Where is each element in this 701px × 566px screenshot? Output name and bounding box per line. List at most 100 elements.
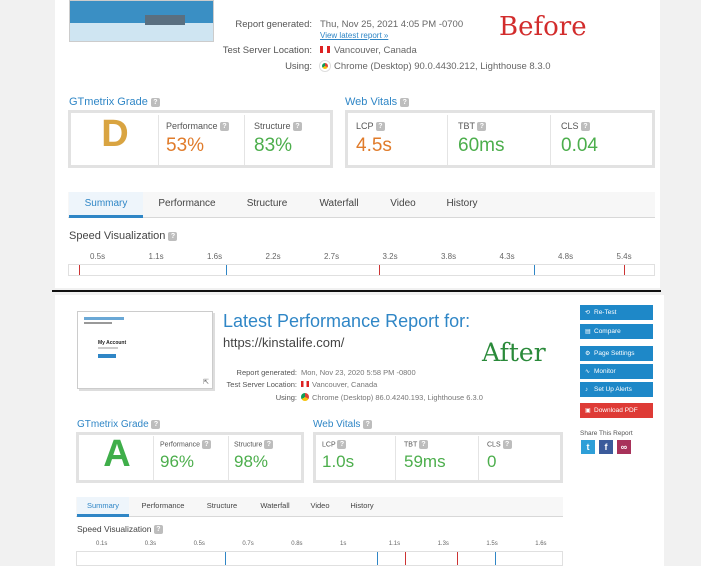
- section-divider: [52, 290, 661, 292]
- setup-alerts-button[interactable]: ♪ Set Up Alerts: [580, 382, 653, 397]
- after-tab-waterfall[interactable]: Waterfall: [260, 501, 290, 510]
- canada-flag-icon: [301, 381, 309, 387]
- retest-button[interactable]: ⟲ Re-Test: [580, 305, 653, 320]
- before-tab-waterfall[interactable]: Waterfall: [319, 198, 359, 209]
- monitor-icon: ∿: [585, 369, 591, 375]
- before-tick-label: 4.3s: [499, 252, 515, 261]
- after-tick-label: 0.5s: [193, 541, 205, 547]
- help-icon[interactable]: ?: [581, 122, 591, 132]
- help-icon[interactable]: ?: [151, 419, 161, 429]
- before-tick-label: 1.6s: [207, 252, 223, 261]
- after-lcp-label: LCP ?: [322, 440, 347, 449]
- before-cls-label-text: CLS: [561, 121, 579, 131]
- before-tab-history[interactable]: History: [446, 198, 478, 209]
- after-tick-label: 1.1s: [388, 541, 401, 547]
- help-icon[interactable]: ?: [150, 97, 160, 107]
- after-tbt-label: TBT ?: [404, 440, 429, 449]
- after-tick-label: 1.5s: [486, 541, 498, 547]
- after-tick-label: 0.8s: [291, 541, 303, 547]
- after-cls-label: CLS ?: [487, 440, 512, 449]
- before-performance-label-text: Performance: [166, 121, 218, 131]
- after-cls-label-text: CLS: [487, 441, 501, 449]
- after-tab-history[interactable]: History: [350, 501, 374, 510]
- before-vitals-title: Web Vitals ?: [345, 96, 410, 108]
- after-tab-video[interactable]: Video: [310, 501, 330, 510]
- after-tab-performance[interactable]: Performance: [141, 501, 185, 510]
- after-using-value: Chrome (Desktop) 86.0.4240.193, Lighthou…: [312, 393, 483, 402]
- refresh-icon: ⟲: [585, 310, 591, 316]
- help-icon[interactable]: ?: [477, 122, 487, 132]
- help-icon[interactable]: ?: [220, 122, 230, 132]
- before-tab-performance[interactable]: Performance: [158, 198, 216, 209]
- facebook-icon[interactable]: f: [599, 440, 613, 454]
- page-settings-button[interactable]: ⚙ Page Settings: [580, 346, 653, 361]
- twitter-icon[interactable]: t: [581, 440, 595, 454]
- after-thumb-title: My Account: [98, 340, 127, 346]
- before-tick-label: 3.2s: [382, 252, 398, 261]
- before-tick-label: 0.5s: [90, 252, 106, 261]
- help-icon[interactable]: ?: [337, 440, 347, 449]
- before-tbt-label-text: TBT: [458, 121, 475, 131]
- before-tab-video[interactable]: Video: [390, 198, 416, 209]
- help-icon[interactable]: ?: [400, 97, 410, 107]
- after-tab-structure[interactable]: Structure: [206, 501, 238, 510]
- monitor-button[interactable]: ∿ Monitor: [580, 364, 653, 379]
- help-icon[interactable]: ?: [168, 231, 178, 241]
- expand-icon[interactable]: ⇱: [203, 379, 209, 386]
- before-lcp-label-text: LCP: [356, 121, 374, 131]
- before-location-value: Vancouver, Canada: [334, 45, 417, 56]
- before-structure-label-text: Structure: [254, 121, 291, 131]
- compare-icon: ▤: [585, 329, 591, 335]
- before-cls-label: CLS ?: [561, 121, 591, 132]
- before-tick-label: 5.4s: [616, 252, 632, 261]
- after-performance-label: Performance ?: [160, 440, 212, 449]
- pdf-icon: ▣: [585, 408, 591, 414]
- before-grade-title: GTmetrix Grade ?: [69, 96, 160, 108]
- page-settings-label: Page Settings: [594, 350, 635, 357]
- before-performance-label: Performance ?: [166, 121, 230, 132]
- before-vitals-title-text: Web Vitals: [345, 96, 398, 108]
- compare-button[interactable]: ▤ Compare: [580, 324, 653, 339]
- after-vitals-box: [313, 432, 563, 483]
- before-tbt-label: TBT ?: [458, 121, 487, 132]
- after-using-label: Using:: [275, 393, 297, 402]
- before-lcp-value: 4.5s: [356, 135, 392, 156]
- before-location-label: Test Server Location:: [222, 45, 312, 56]
- after-cls-value: 0: [487, 452, 497, 471]
- link-icon[interactable]: ∞: [617, 440, 631, 454]
- canada-flag-icon: [320, 46, 330, 53]
- bell-icon: ♪: [585, 387, 588, 393]
- before-tick-label: 2.2s: [265, 252, 281, 261]
- help-icon[interactable]: ?: [153, 525, 163, 535]
- after-structure-value: 98%: [234, 452, 269, 471]
- help-icon[interactable]: ?: [202, 440, 212, 449]
- before-page-thumbnail: [69, 0, 214, 42]
- after-grade-letter: A: [103, 433, 131, 475]
- help-icon[interactable]: ?: [293, 122, 303, 132]
- after-lcp-label-text: LCP: [322, 441, 336, 449]
- before-view-latest-link[interactable]: View latest report »: [320, 31, 389, 40]
- download-pdf-button[interactable]: ▣ Download PDF: [580, 403, 653, 418]
- before-tick-label: 1.1s: [148, 252, 164, 261]
- help-icon[interactable]: ?: [363, 419, 373, 429]
- before-cls-value: 0.04: [561, 135, 598, 156]
- after-report-generated-label: Report generated:: [236, 368, 297, 377]
- help-icon[interactable]: ?: [264, 440, 274, 449]
- after-page-thumbnail: My Account ⇱: [77, 311, 213, 389]
- after-grade-title: GTmetrix Grade ?: [77, 419, 161, 430]
- before-tab-summary[interactable]: Summary: [69, 192, 143, 218]
- gear-icon: ⚙: [585, 351, 591, 357]
- before-structure-label: Structure ?: [254, 121, 303, 132]
- help-icon[interactable]: ?: [502, 440, 512, 449]
- after-performance-value: 96%: [160, 452, 195, 471]
- help-icon[interactable]: ?: [375, 122, 385, 132]
- after-tab-summary[interactable]: Summary: [77, 497, 129, 517]
- before-tab-structure[interactable]: Structure: [246, 198, 288, 209]
- before-tick-label: 3.8s: [441, 252, 457, 261]
- before-speed-title-text: Speed Visualization: [69, 230, 166, 242]
- before-grade-title-text: GTmetrix Grade: [69, 96, 148, 108]
- after-url: https://kinstalife.com/: [223, 335, 345, 350]
- help-icon[interactable]: ?: [419, 440, 429, 449]
- before-tbt-value: 60ms: [458, 135, 505, 156]
- after-report-generated-value: Mon, Nov 23, 2020 5:58 PM -0800: [301, 368, 416, 377]
